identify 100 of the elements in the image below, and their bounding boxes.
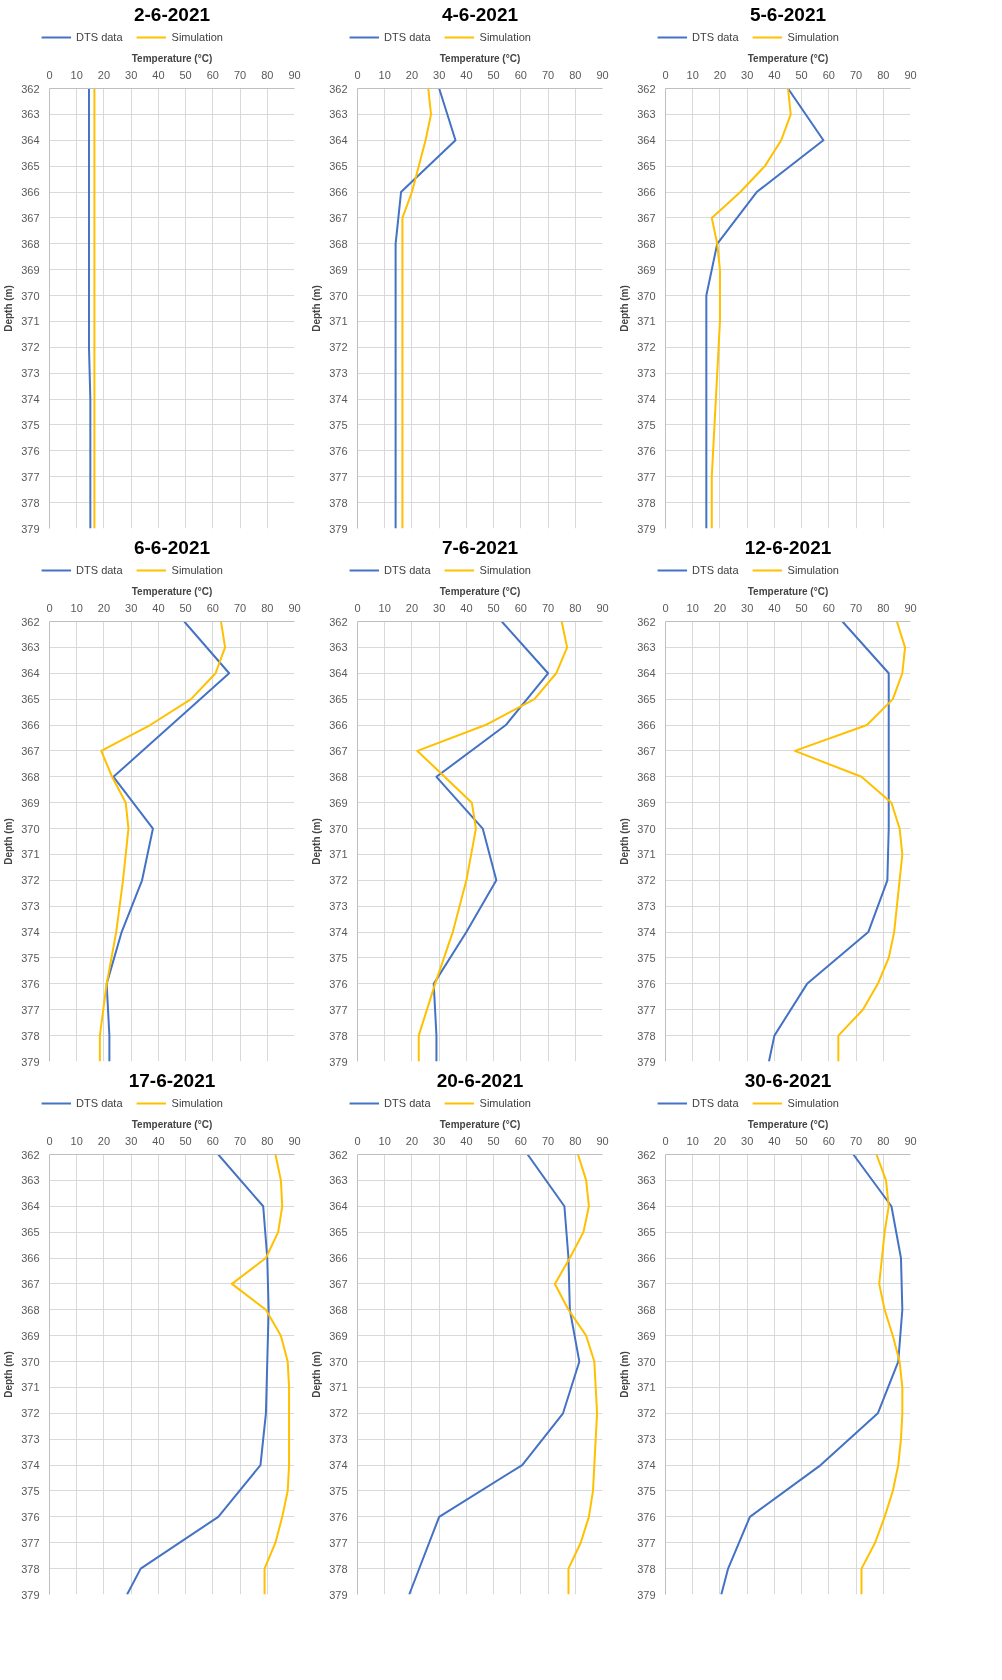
x-tick-label: 40 xyxy=(152,601,165,614)
y-tick-label: 370 xyxy=(329,1355,348,1368)
y-tick-label: 363 xyxy=(21,641,40,654)
y-tick-label: 375 xyxy=(637,951,656,964)
y-tick-label: 372 xyxy=(637,874,656,887)
y-tick-label: 369 xyxy=(329,1329,348,1342)
y-tick-label: 366 xyxy=(637,1252,656,1265)
y-tick-label: 364 xyxy=(329,1200,348,1213)
y-tick-label: 378 xyxy=(329,496,348,509)
legend-label: DTS data xyxy=(76,1097,123,1109)
legend-label: DTS data xyxy=(692,31,739,43)
x-tick-label: 80 xyxy=(569,68,582,81)
x-tick-label: 0 xyxy=(46,68,53,81)
x-tick-label: 30 xyxy=(433,68,446,81)
y-tick-label: 372 xyxy=(329,341,348,354)
y-tick-label: 371 xyxy=(329,315,348,328)
x-tick-label: 10 xyxy=(686,601,699,614)
x-tick-label: 0 xyxy=(662,68,669,81)
x-tick-label: 40 xyxy=(460,68,473,81)
y-tick-label: 363 xyxy=(21,108,40,121)
y-tick-label: 376 xyxy=(637,444,656,457)
y-tick-label: 365 xyxy=(329,693,348,706)
y-tick-label: 369 xyxy=(21,1329,40,1342)
y-tick-label: 376 xyxy=(329,444,348,457)
x-tick-label: 60 xyxy=(822,1134,835,1147)
y-tick-label: 368 xyxy=(21,237,40,250)
y-tick-label: 371 xyxy=(21,315,40,328)
y-tick-label: 374 xyxy=(637,393,656,406)
y-tick-label: 377 xyxy=(21,1003,40,1016)
chart-title: 17-6-2021 xyxy=(128,1069,216,1091)
y-tick-label: 373 xyxy=(637,1433,656,1446)
y-tick-label: 366 xyxy=(637,186,656,199)
legend-label: Simulation xyxy=(171,1097,223,1109)
y-tick-label: 368 xyxy=(329,770,348,783)
y-tick-label: 374 xyxy=(329,926,348,939)
legend-label: DTS data xyxy=(692,1097,739,1109)
y-tick-label: 363 xyxy=(329,108,348,121)
y-axis-title: Depth (m) xyxy=(3,1351,15,1398)
y-tick-label: 362 xyxy=(329,615,348,628)
x-tick-label: 60 xyxy=(514,601,527,614)
y-tick-label: 369 xyxy=(329,796,348,809)
y-tick-label: 379 xyxy=(21,1588,40,1601)
y-tick-label: 378 xyxy=(21,1562,40,1575)
y-axis-title: Depth (m) xyxy=(3,818,15,865)
y-tick-label: 375 xyxy=(21,1484,40,1497)
legend-label: Simulation xyxy=(171,564,223,576)
y-tick-label: 368 xyxy=(329,1303,348,1316)
y-tick-label: 362 xyxy=(637,615,656,628)
x-tick-label: 70 xyxy=(849,601,863,614)
legend-label: Simulation xyxy=(787,31,839,43)
y-tick-label: 374 xyxy=(329,1459,348,1472)
y-axis-title: Depth (m) xyxy=(311,1351,323,1398)
y-tick-label: 378 xyxy=(637,1562,656,1575)
y-tick-label: 376 xyxy=(637,977,656,990)
legend-label: DTS data xyxy=(384,564,431,576)
y-tick-label: 369 xyxy=(21,796,40,809)
x-tick-label: 40 xyxy=(768,601,781,614)
y-tick-label: 375 xyxy=(21,418,40,431)
x-tick-label: 40 xyxy=(152,1134,165,1147)
x-tick-label: 90 xyxy=(596,68,609,81)
x-tick-label: 50 xyxy=(179,1134,192,1147)
x-tick-label: 70 xyxy=(233,601,247,614)
y-tick-label: 362 xyxy=(21,615,40,628)
x-axis-title: Temperature (°C) xyxy=(439,52,521,64)
x-tick-label: 80 xyxy=(261,68,274,81)
x-tick-label: 90 xyxy=(288,601,301,614)
x-tick-label: 30 xyxy=(125,1134,138,1147)
x-tick-label: 40 xyxy=(460,601,473,614)
x-tick-label: 10 xyxy=(686,1134,699,1147)
x-tick-label: 60 xyxy=(514,68,527,81)
y-tick-label: 373 xyxy=(637,367,656,380)
x-tick-label: 30 xyxy=(125,68,138,81)
x-tick-label: 90 xyxy=(904,601,917,614)
y-tick-label: 366 xyxy=(21,186,40,199)
x-tick-label: 10 xyxy=(378,68,391,81)
x-tick-label: 0 xyxy=(662,601,669,614)
x-axis-title: Temperature (°C) xyxy=(747,52,829,64)
y-tick-label: 372 xyxy=(21,1407,40,1420)
x-tick-label: 70 xyxy=(541,1134,555,1147)
y-tick-label: 372 xyxy=(329,874,348,887)
y-tick-label: 375 xyxy=(637,1484,656,1497)
y-tick-label: 377 xyxy=(637,1003,656,1016)
x-tick-label: 0 xyxy=(662,1134,669,1147)
x-tick-label: 20 xyxy=(713,601,727,614)
y-tick-label: 377 xyxy=(637,470,656,483)
x-tick-label: 60 xyxy=(822,601,835,614)
y-tick-label: 367 xyxy=(637,211,656,224)
x-tick-label: 20 xyxy=(405,68,419,81)
x-tick-label: 20 xyxy=(97,1134,111,1147)
y-tick-label: 379 xyxy=(21,1055,40,1068)
x-tick-label: 30 xyxy=(741,68,754,81)
y-axis-title: Depth (m) xyxy=(619,818,631,865)
x-axis-title: Temperature (°C) xyxy=(131,1118,213,1130)
y-tick-label: 372 xyxy=(21,341,40,354)
x-tick-label: 80 xyxy=(569,1134,582,1147)
y-tick-label: 363 xyxy=(637,1174,656,1187)
x-tick-label: 20 xyxy=(405,601,419,614)
y-tick-label: 367 xyxy=(329,211,348,224)
y-tick-label: 368 xyxy=(637,770,656,783)
x-tick-label: 10 xyxy=(70,1134,83,1147)
